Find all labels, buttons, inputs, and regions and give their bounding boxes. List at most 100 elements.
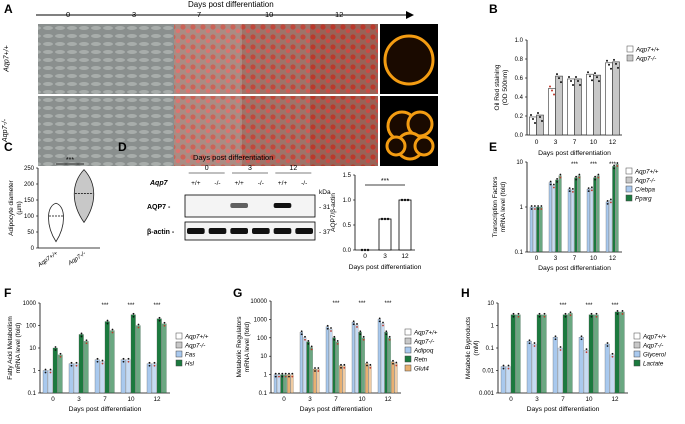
data-point (85, 342, 88, 345)
y-tick-label: 0.5 (343, 223, 352, 229)
data-point (300, 330, 303, 333)
data-point (362, 335, 365, 338)
data-point (556, 73, 558, 76)
data-point (44, 371, 47, 374)
western-blot: 0 3 12 Aqp7 +/+ -/- +/+ -/- +/+ -/- kDa AQP7 - - 31 β… (147, 165, 331, 241)
data-point (274, 372, 277, 375)
y-tick-label: 0.8 (515, 57, 524, 63)
data-point (616, 310, 619, 312)
data-point (613, 58, 615, 61)
data-point (533, 208, 536, 210)
data-point (382, 324, 384, 327)
y-tick-label: 100 (257, 336, 268, 342)
x-axis-title: Days post differentiation (527, 406, 600, 413)
bar (605, 201, 609, 253)
data-point (106, 319, 109, 322)
significance-stars: *** (611, 303, 619, 309)
x-tick-label: 10 (127, 396, 135, 403)
y-tick-label: 100 (24, 214, 35, 220)
x-tick-label: 3 (77, 396, 81, 403)
bar (557, 347, 563, 394)
data-point (528, 339, 531, 342)
data-point (554, 338, 557, 341)
data-point (132, 312, 135, 315)
y-axis-title: mRNA level (fold) (500, 182, 507, 233)
data-point (591, 79, 593, 82)
y-tick-label: 1.0 (515, 38, 524, 44)
legend-label: Aqp7-/- (635, 56, 656, 63)
legend-swatch (175, 341, 183, 349)
data-point (590, 312, 593, 315)
x-tick-label: 7 (573, 139, 577, 146)
data-point (163, 321, 166, 324)
panel-a-day-label: 12 (335, 10, 344, 19)
data-point (568, 190, 571, 192)
legend-label: Glycerol (643, 352, 666, 359)
data-point (356, 326, 358, 328)
y-tick-label: 1 (491, 324, 495, 330)
data-point (326, 327, 329, 330)
data-point (163, 324, 166, 327)
data-point (564, 315, 567, 318)
data-point (595, 312, 598, 315)
panel-label-a: A (4, 2, 13, 16)
data-point (575, 178, 578, 181)
kda-title: kDa (319, 189, 331, 196)
bar (555, 75, 563, 136)
data-point (330, 327, 332, 329)
significance-stars: *** (609, 162, 617, 168)
data-point (378, 320, 381, 323)
data-point (317, 367, 320, 369)
y-tick-label: 1.5 (343, 173, 352, 179)
data-point (587, 71, 589, 74)
data-point (101, 362, 104, 365)
data-point (49, 371, 52, 374)
data-point (70, 361, 73, 364)
bar (94, 359, 100, 394)
data-point (382, 321, 384, 324)
bar (604, 343, 610, 394)
bar (156, 318, 162, 394)
blot-row-label: β-actin - (147, 229, 175, 236)
chart-e: 0.1 1 10 0 3 7 *** 10 *** 12 *** Days post differen… (492, 160, 659, 272)
legend-label: Aqp7-/- (413, 339, 434, 346)
x-tick-label: 0 (282, 396, 286, 403)
data-point (304, 338, 306, 341)
bar (593, 74, 601, 136)
data-point (137, 326, 140, 329)
y-tick-label: 0.0 (343, 248, 352, 254)
data-point (611, 352, 614, 355)
data-point (333, 338, 336, 341)
legend-label: Aqp7-/- (642, 343, 663, 350)
data-point (274, 375, 277, 378)
bar (303, 337, 307, 394)
data-point (613, 164, 616, 167)
data-point (621, 313, 624, 315)
data-point (572, 83, 574, 86)
data-point (580, 338, 583, 341)
y-tick-label: 10000 (250, 299, 267, 305)
x-tick-label: 12 (401, 253, 409, 260)
bar (536, 206, 540, 253)
bar (548, 182, 552, 253)
data-point (70, 364, 73, 367)
bar (325, 326, 329, 394)
data-point (597, 173, 600, 176)
panel-a-day-label: 10 (265, 10, 274, 19)
x-tick-label: 3 (383, 253, 387, 260)
bar (335, 341, 339, 394)
significance-stars: *** (153, 303, 161, 309)
x-tick-label: 3 (554, 139, 558, 146)
data-point (559, 176, 562, 179)
blot-genotype-label: +/+ (234, 180, 244, 187)
y-tick-label: 150 (24, 198, 35, 204)
data-point (543, 315, 546, 318)
legend-label: Hsl (185, 361, 195, 368)
bar (146, 363, 152, 394)
significance-stars: *** (332, 301, 340, 307)
y-axis-title: (µm) (16, 201, 23, 215)
panel-a-axis-title: Days post differentiation (188, 0, 274, 9)
panel-a-row-label-ko: Aqp7-/- (1, 119, 9, 142)
panel-label-c: C (4, 140, 13, 154)
blot-genotype-label: -/- (258, 180, 264, 187)
